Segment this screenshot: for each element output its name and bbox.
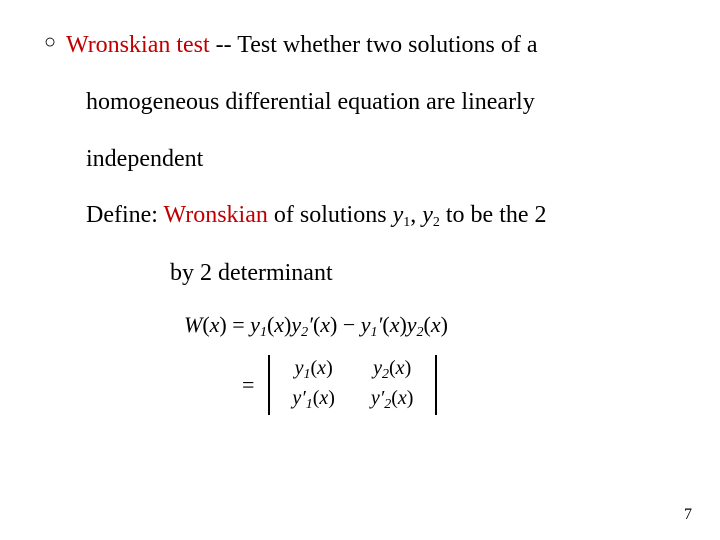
eq2-equals: = — [242, 372, 254, 398]
eq1-t1y: y — [250, 312, 260, 337]
equation-2: = y1(x) y2(x) y′1(x) y′2(x) — [184, 355, 676, 415]
line-3: independent — [44, 142, 676, 177]
c11-y: y — [295, 357, 304, 379]
c12-x: x — [396, 357, 405, 379]
det-cell-11: y1(x) — [274, 355, 353, 385]
page-number: 7 — [684, 506, 692, 524]
eq1-minus: − — [337, 312, 360, 337]
math-block: W(x) = y1(x)y2′(x) − y1′(x)y2(x) = y1(x)… — [44, 312, 676, 415]
c22-x: x — [398, 387, 407, 409]
equation-1: W(x) = y1(x)y2′(x) − y1′(x)y2(x) — [184, 312, 676, 341]
c21-x: x — [319, 387, 328, 409]
eq1-t1x: x — [274, 312, 284, 337]
eq1-t3s: 1 — [371, 325, 378, 340]
eq1-t2x: x — [320, 312, 330, 337]
eq1-t1s: 1 — [260, 325, 267, 340]
y1-var: y — [393, 202, 404, 228]
c11-x: x — [317, 357, 326, 379]
y2-var: y — [422, 202, 433, 228]
bullet-line-1: ○ Wronskian test -- Test whether two sol… — [44, 28, 676, 63]
det-cell-12: y2(x) — [353, 355, 432, 385]
eq1-t4s: 2 — [417, 325, 424, 340]
line-2: homogeneous differential equation are li… — [44, 85, 676, 120]
eq1-x1: x — [210, 312, 220, 337]
c12-y: y — [373, 357, 382, 379]
line-5: by 2 determinant — [44, 256, 676, 291]
eq1-t3y: y — [361, 312, 371, 337]
c21-s: 1 — [306, 397, 313, 412]
eq1-t4y: y — [407, 312, 417, 337]
det-right-bar — [435, 355, 437, 415]
c12-s: 2 — [382, 367, 389, 382]
eq1-W: W — [184, 312, 202, 337]
table-row: y1(x) y2(x) — [274, 355, 431, 385]
det-cell-21: y′1(x) — [274, 385, 353, 415]
line-4a: Define: — [86, 202, 164, 228]
eq1-t2y: y — [291, 312, 301, 337]
det-left-bar — [268, 355, 270, 415]
c21-y: y — [292, 387, 301, 409]
comma: , — [410, 202, 422, 228]
c11-s: 1 — [304, 367, 311, 382]
det-cell-22: y′2(x) — [353, 385, 432, 415]
y2-sub: 2 — [433, 215, 440, 230]
line-1-rest: -- Test whether two solutions of a — [210, 32, 538, 58]
c22-y: y — [371, 387, 380, 409]
eq1-eq: = — [227, 312, 250, 337]
wronskian-word: Wronskian — [164, 202, 268, 228]
slide: ○ Wronskian test -- Test whether two sol… — [0, 0, 720, 540]
line-4b: of solutions — [268, 202, 393, 228]
bullet-symbol: ○ — [44, 28, 66, 63]
line-1-text: Wronskian test -- Test whether two solut… — [66, 28, 676, 63]
line-4c: to be the 2 — [440, 202, 547, 228]
wronskian-test-text: Wronskian test — [66, 32, 210, 58]
determinant: y1(x) y2(x) y′1(x) y′2(x) — [274, 355, 431, 415]
line-4: Define: Wronskian of solutions y1, y2 to… — [44, 198, 676, 233]
table-row: y′1(x) y′2(x) — [274, 385, 431, 415]
eq1-t3x: x — [390, 312, 400, 337]
eq1-t4x: x — [431, 312, 441, 337]
